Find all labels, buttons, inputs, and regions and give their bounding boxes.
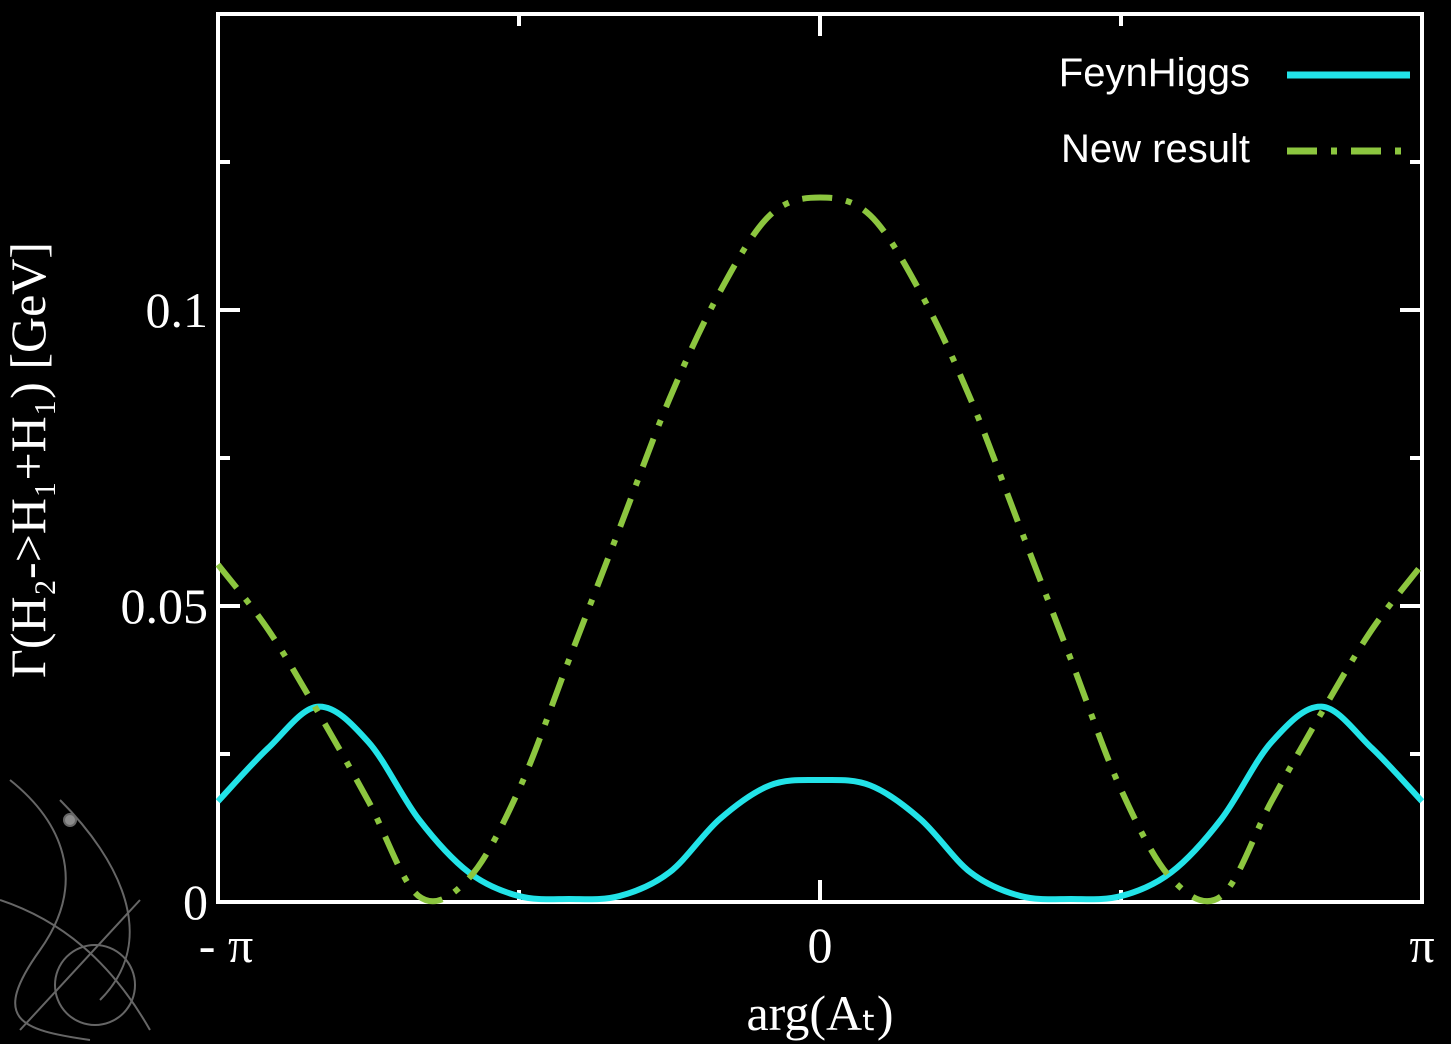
legend-label: New result <box>1061 127 1250 171</box>
y-tick-label: 0 <box>183 874 208 930</box>
x-tick-label: 0 <box>808 917 833 973</box>
y-axis-label: Γ(H₂->H₁+H₁) [GeV] <box>0 242 56 678</box>
x-tick-label: π <box>1409 917 1434 973</box>
x-axis-label: arg(Aₜ) <box>746 985 893 1041</box>
y-tick-label: 0.1 <box>146 282 209 338</box>
y-tick-label: 0.05 <box>121 578 209 634</box>
series-line <box>215 194 1425 905</box>
series-line <box>215 703 1425 903</box>
decorative-photo <box>0 779 151 1041</box>
legend-label: FeynHiggs <box>1059 51 1250 95</box>
x-tick-label: - π <box>199 917 253 973</box>
